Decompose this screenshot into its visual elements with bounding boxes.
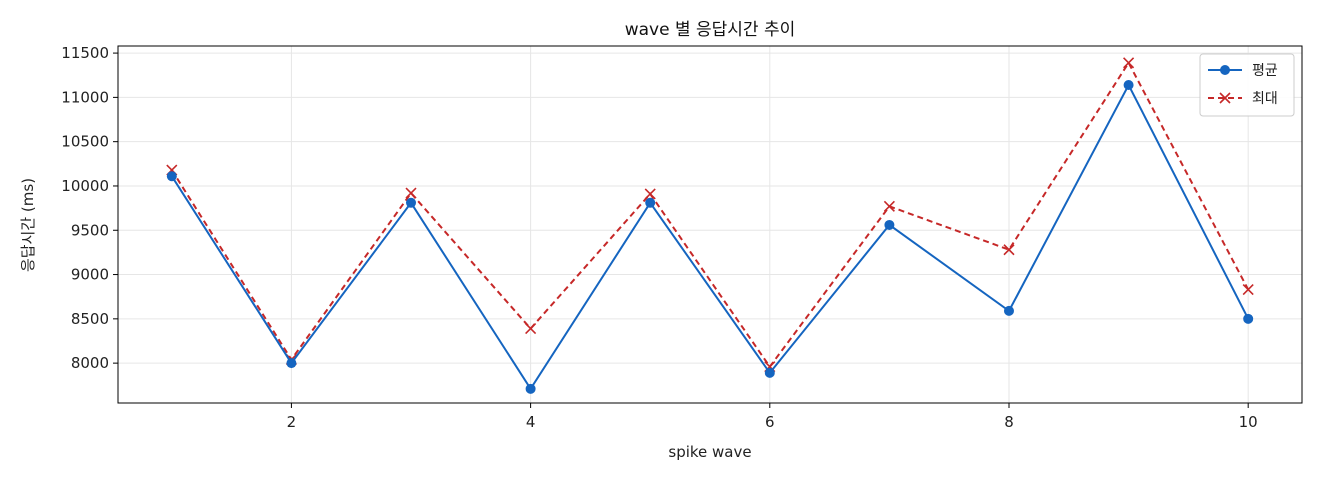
y-tick-label: 10500 (61, 133, 109, 151)
data-point-avg (525, 383, 536, 394)
x-axis-label: spike wave (668, 443, 751, 461)
plot-area-frame (117, 45, 1303, 404)
data-point-max (1003, 244, 1015, 256)
data-point-max (1123, 57, 1135, 69)
data-point-max (883, 200, 895, 212)
x-tick-label: 6 (765, 413, 775, 431)
series-line-max (170, 60, 1250, 369)
y-tick-label: 11500 (61, 44, 109, 62)
legend: 평균 최대 (1199, 53, 1295, 117)
x-tick-label: 8 (1004, 413, 1014, 431)
y-axis-label: 응답시간 (ms) (19, 178, 37, 272)
axes: 2 4 6 8 10 8000 8500 9000 9500 10000 10500 11000 115… (61, 44, 1257, 431)
y-tick-label: 9000 (71, 266, 109, 284)
data-point-avg (286, 358, 297, 369)
grid-lines (118, 46, 1302, 403)
y-tick-label: 10000 (61, 177, 109, 195)
legend-marker-avg (1220, 65, 1230, 75)
data-point-avg (1243, 313, 1254, 324)
data-point-max (525, 323, 537, 335)
y-tick-label: 11000 (61, 88, 109, 106)
y-tick-label: 8500 (71, 310, 109, 328)
chart-title: wave 별 응답시간 추이 (625, 20, 796, 40)
legend-label-max: 최대 (1252, 91, 1278, 107)
data-point-max (1242, 284, 1254, 296)
x-tick-label: 2 (287, 413, 297, 431)
series-layer (166, 57, 1254, 394)
data-point-avg (884, 219, 895, 230)
legend-marker-max (1219, 92, 1231, 104)
data-point-avg (406, 197, 417, 208)
series-line-avg (170, 82, 1250, 391)
data-point-max (644, 188, 656, 200)
data-point-avg (1123, 79, 1134, 90)
legend-box (1199, 53, 1295, 117)
data-point-max (405, 187, 417, 199)
x-tick-label: 4 (526, 413, 536, 431)
x-tick-label: 10 (1239, 413, 1258, 431)
data-point-avg (166, 171, 177, 182)
data-point-avg (645, 197, 656, 208)
legend-label-avg: 평균 (1252, 63, 1278, 79)
data-point-avg (764, 367, 775, 378)
y-tick-label: 8000 (71, 354, 109, 372)
y-tick-label: 9500 (71, 221, 109, 239)
data-point-avg (1003, 305, 1014, 316)
